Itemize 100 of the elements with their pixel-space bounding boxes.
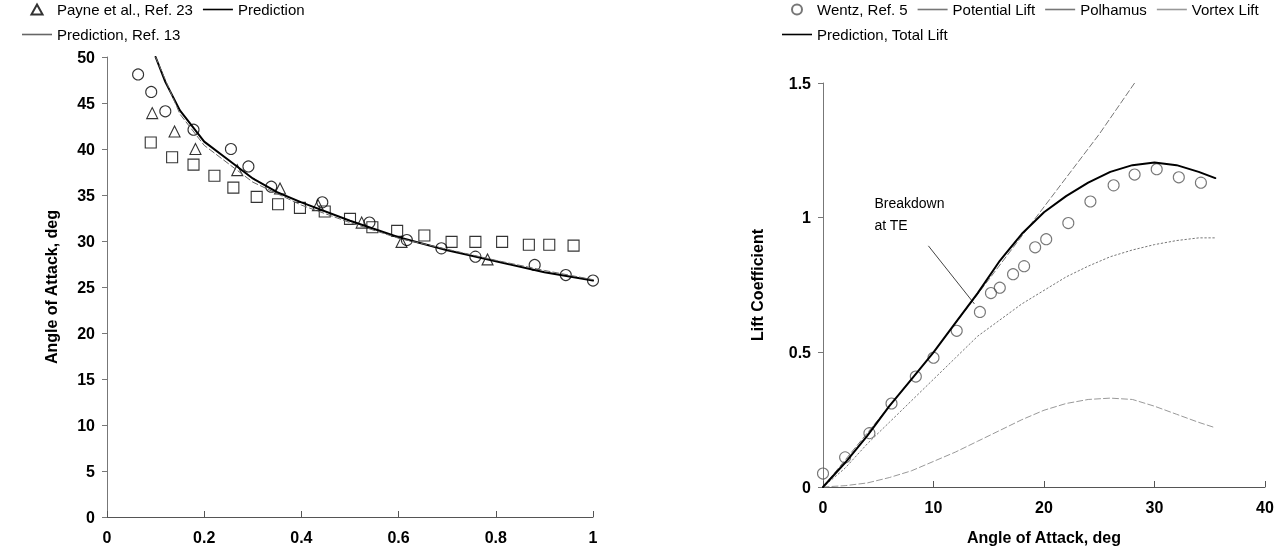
point xyxy=(481,253,494,266)
point xyxy=(224,142,237,156)
point xyxy=(146,107,159,120)
point xyxy=(528,258,541,271)
x-tick-label: 10 xyxy=(924,498,943,516)
x-tick-label: 0 xyxy=(818,498,828,516)
legend-label: Potential Lift xyxy=(952,1,1036,18)
y-axis-title: Lift Coefficient xyxy=(748,228,766,341)
point xyxy=(1150,163,1163,176)
point xyxy=(391,224,404,237)
point xyxy=(984,287,998,300)
point xyxy=(132,68,145,81)
point xyxy=(1084,195,1097,208)
point xyxy=(187,158,200,171)
y-tick-label: 15 xyxy=(77,370,96,388)
x-tick-label: 20 xyxy=(1035,498,1053,516)
x-tick-label: 0.2 xyxy=(193,528,216,546)
point xyxy=(144,136,157,149)
point xyxy=(435,242,448,255)
point xyxy=(1007,268,1020,281)
point xyxy=(909,370,922,383)
point xyxy=(567,239,580,252)
point xyxy=(395,235,408,248)
point xyxy=(168,125,181,138)
point xyxy=(400,234,413,247)
point xyxy=(265,180,278,193)
point xyxy=(318,205,331,218)
point xyxy=(559,268,572,282)
x-tick-label: 0.8 xyxy=(484,528,508,546)
point xyxy=(189,142,202,156)
point xyxy=(839,451,852,464)
point xyxy=(1194,176,1207,189)
x-tick-label: 0.6 xyxy=(387,528,410,546)
point xyxy=(543,238,556,251)
point xyxy=(1018,260,1031,273)
x-tick-label: 0 xyxy=(102,528,112,546)
point xyxy=(522,238,535,251)
point xyxy=(469,250,482,263)
point xyxy=(187,123,200,136)
point xyxy=(159,105,172,118)
legend-label: Vortex Lift xyxy=(1191,1,1260,18)
y-tick-label: 30 xyxy=(77,232,96,250)
y-tick-label: 1 xyxy=(802,209,812,227)
point xyxy=(1040,233,1053,246)
y-tick-label: 1.5 xyxy=(788,74,812,92)
line-series xyxy=(822,397,1216,488)
y-axis-title: Angle of Attack, deg xyxy=(42,209,60,365)
point xyxy=(1107,179,1120,192)
point xyxy=(231,164,244,177)
legend-label: Prediction, Total Lift xyxy=(817,26,949,43)
y-tick-label: 40 xyxy=(77,140,96,158)
point xyxy=(496,235,509,248)
point xyxy=(208,169,221,182)
point xyxy=(227,181,240,194)
x-tick-label: 0.4 xyxy=(290,528,313,546)
point xyxy=(166,151,179,164)
point xyxy=(586,274,600,287)
point xyxy=(950,324,963,337)
y-tick-label: 10 xyxy=(77,416,96,434)
x-tick-label: 30 xyxy=(1145,498,1164,516)
point xyxy=(816,467,830,480)
x-axis-title: Angle of Attack, deg xyxy=(966,528,1122,546)
y-tick-label: 20 xyxy=(77,324,96,342)
x-tick-label: 40 xyxy=(1256,498,1274,516)
point xyxy=(863,427,876,440)
point xyxy=(145,85,158,99)
point xyxy=(250,190,263,203)
point xyxy=(469,235,482,248)
point xyxy=(316,196,329,209)
point xyxy=(1128,168,1141,181)
point xyxy=(1062,217,1075,230)
point xyxy=(272,198,285,211)
point xyxy=(343,212,357,225)
point xyxy=(242,160,255,173)
annotation: Breakdown at TE xyxy=(874,194,945,233)
point xyxy=(293,201,306,214)
y-tick-label: 5 xyxy=(86,462,96,480)
point xyxy=(363,216,376,229)
y-tick-label: 25 xyxy=(77,278,96,296)
point xyxy=(1029,241,1042,254)
point xyxy=(885,397,898,410)
point xyxy=(445,235,458,248)
y-tick-label: 0.5 xyxy=(788,343,812,361)
point xyxy=(927,351,940,364)
point xyxy=(366,221,379,234)
point xyxy=(311,199,324,212)
point xyxy=(973,305,986,318)
y-tick-label: 35 xyxy=(77,186,96,204)
point xyxy=(273,182,287,195)
y-tick-label: 0 xyxy=(802,478,812,496)
point xyxy=(993,281,1006,294)
legend-label: Wentz, Ref. 5 xyxy=(817,1,908,18)
point xyxy=(1172,171,1185,184)
legend-label: Prediction xyxy=(237,1,305,18)
legend-label: Polhamus xyxy=(1080,1,1147,18)
y-tick-label: 50 xyxy=(77,48,96,66)
legend-label: Prediction, Ref. 13 xyxy=(57,26,181,43)
y-tick-label: 45 xyxy=(77,94,96,112)
x-tick-label: 1 xyxy=(588,528,598,546)
point xyxy=(355,216,368,229)
